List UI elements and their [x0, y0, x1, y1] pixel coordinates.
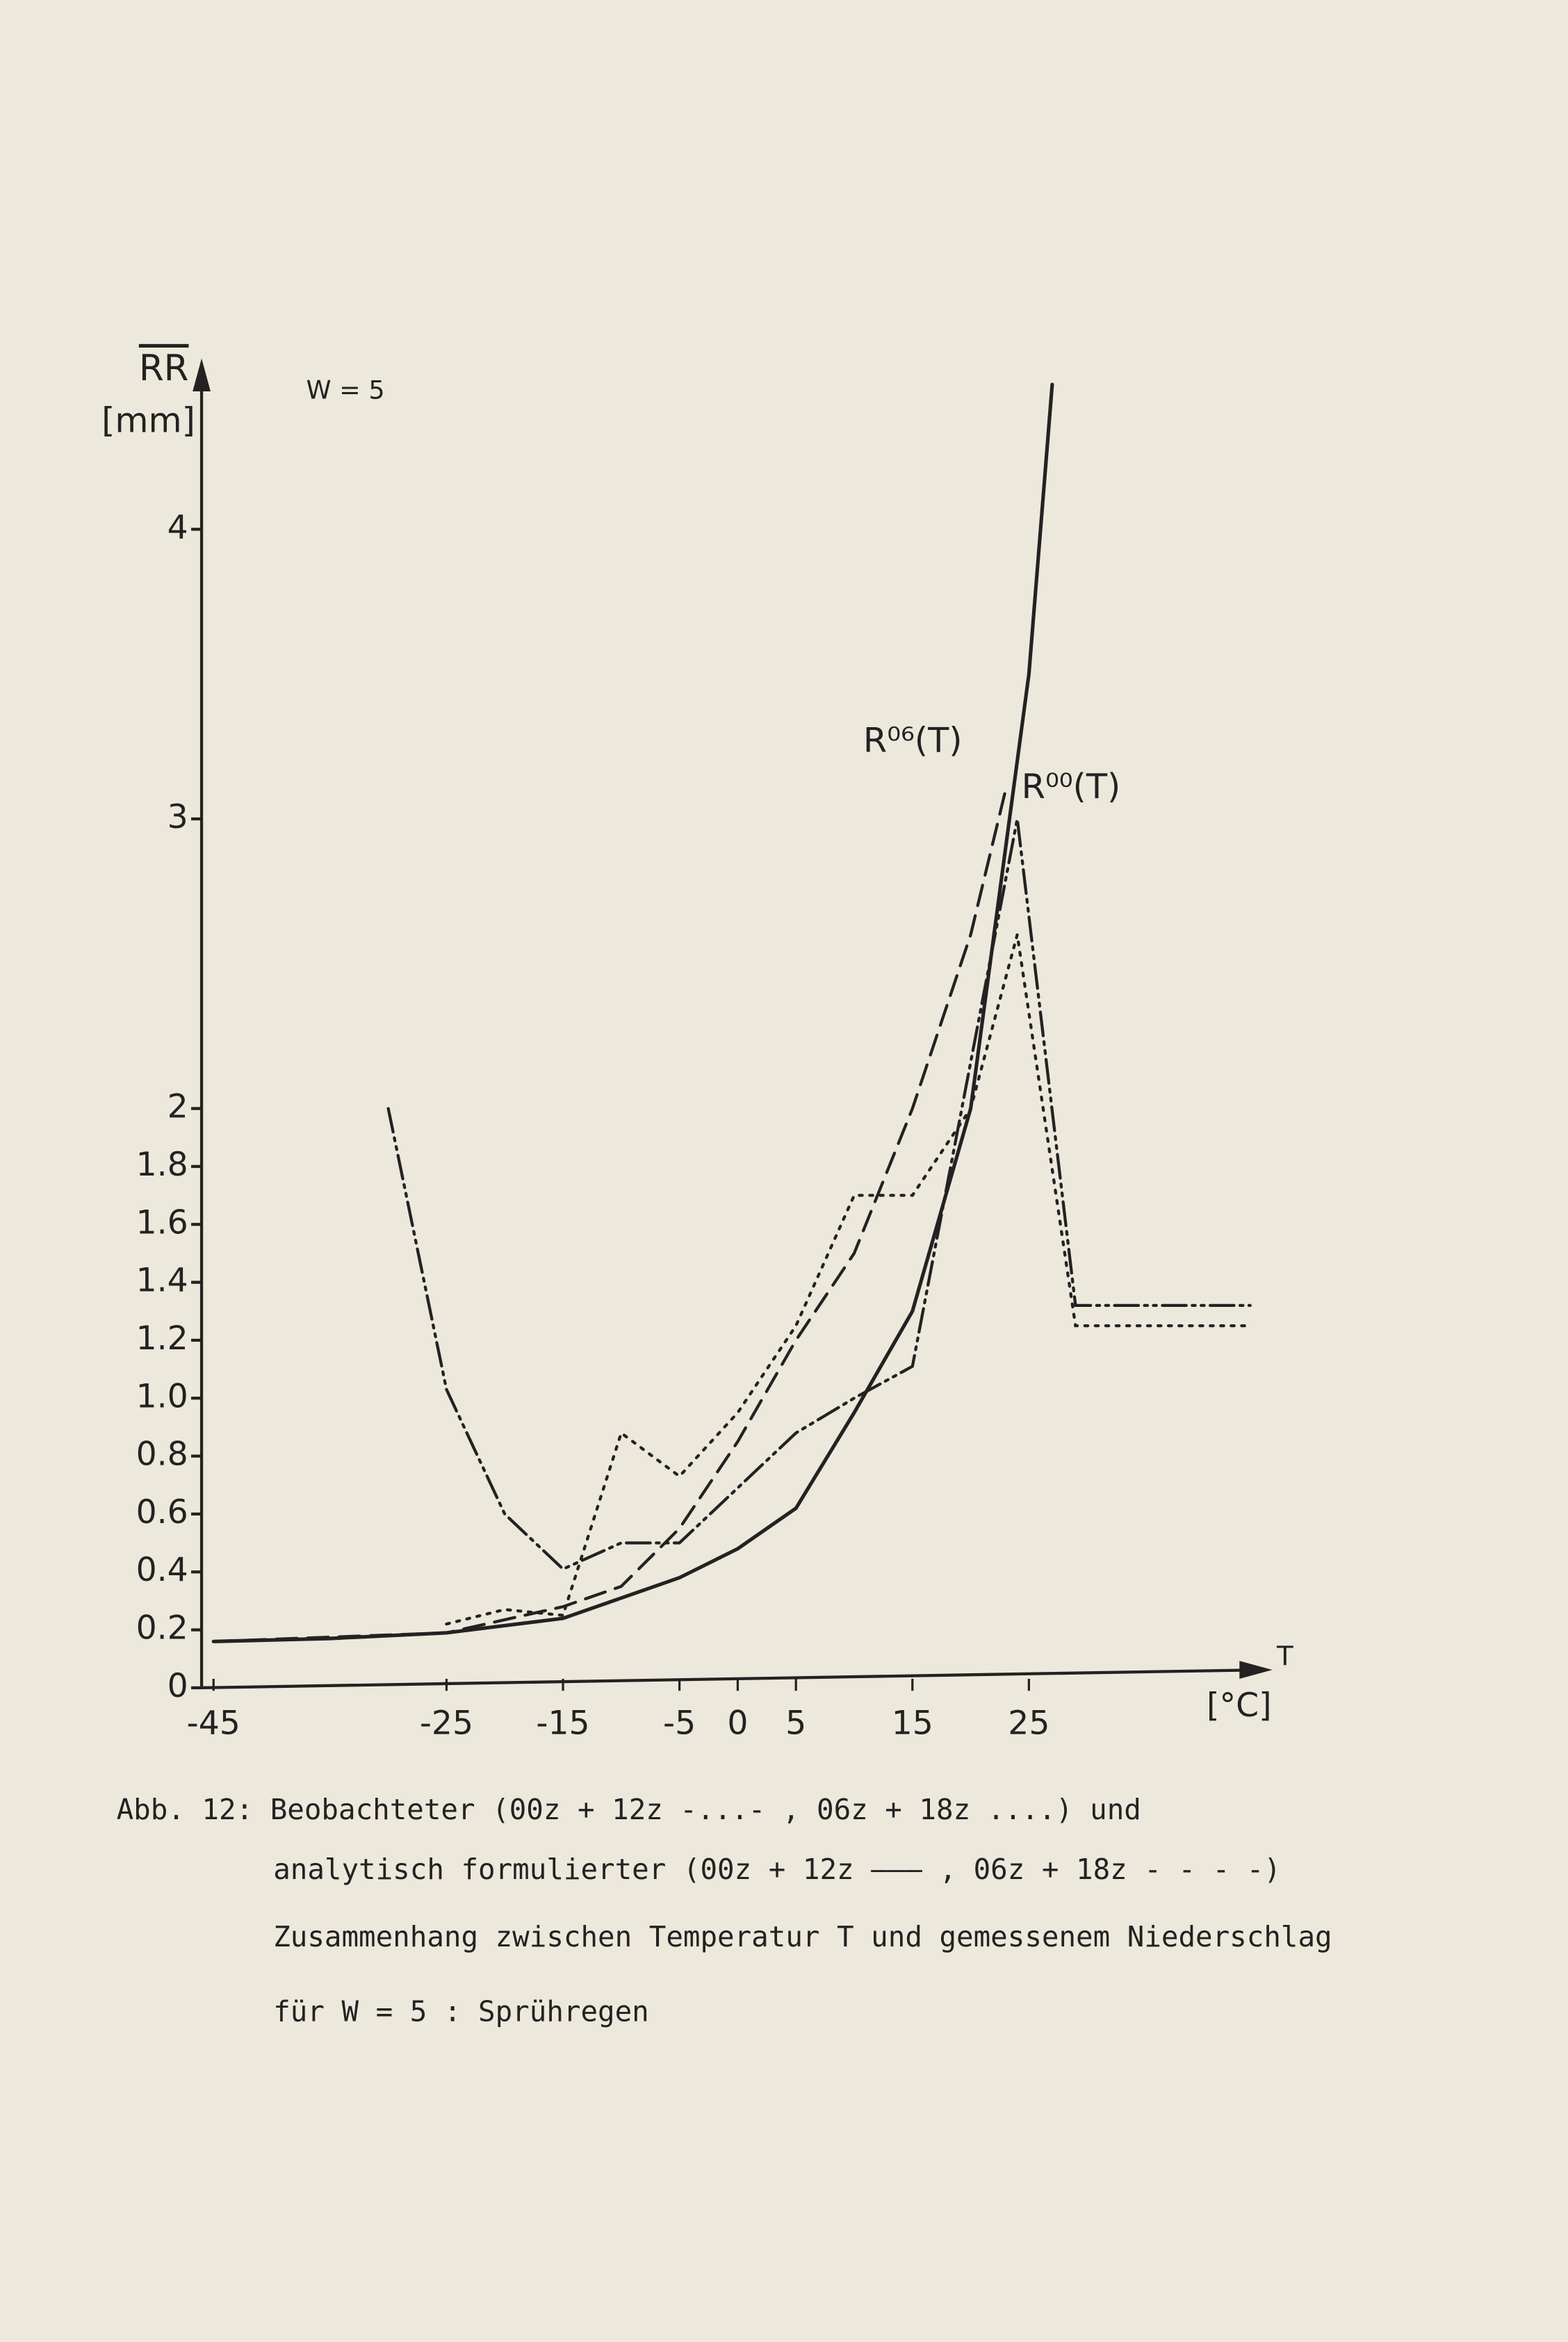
- x-tick-label: -25: [420, 1705, 473, 1743]
- series-line: [386, 818, 1252, 1571]
- x-tick-label: -45: [187, 1705, 240, 1743]
- y-tick-label: 3: [168, 798, 188, 836]
- x-axis: [202, 1668, 1262, 1690]
- x-tick-label: -5: [663, 1705, 696, 1743]
- curve-label: R⁰⁰(T): [1022, 766, 1121, 806]
- caption-line: Abb. 12: Beobachteter (00z + 12z -...- ,…: [117, 1793, 1141, 1826]
- series-line: [211, 382, 1054, 1643]
- y-label: RR: [139, 348, 189, 389]
- curve-label: R⁰⁶(T): [863, 719, 963, 760]
- caption-line: Zusammenhang zwischen Temperatur T und g…: [273, 1920, 1332, 1953]
- y-tick-label: 2: [168, 1088, 188, 1126]
- y-arrow: [193, 358, 211, 391]
- x-tick-label: 25: [1008, 1705, 1050, 1743]
- x-tick-label: 15: [892, 1705, 933, 1743]
- x-unit: [°C]: [1207, 1686, 1272, 1725]
- y-tick-label: 0.2: [136, 1609, 188, 1648]
- y-tick-label: 0: [168, 1667, 188, 1705]
- y-tick-label: 0.8: [136, 1436, 188, 1474]
- y-tick-label: 4: [168, 508, 188, 546]
- y-tick-label: 1.2: [136, 1319, 188, 1358]
- x-arrow: [1239, 1661, 1273, 1680]
- y-tick-label: 1.0: [136, 1377, 188, 1415]
- y-tick-label: 0.4: [136, 1551, 188, 1589]
- caption-line: analytisch formulierter (00z + 12z ——— ,…: [273, 1853, 1281, 1886]
- series-line: [445, 934, 1252, 1626]
- series-line: [212, 788, 1007, 1643]
- y-tick-label: 1.4: [136, 1262, 188, 1300]
- x-label: T: [1276, 1641, 1293, 1672]
- y-tick-label: 1.8: [136, 1146, 188, 1184]
- y-unit: [mm]: [101, 400, 195, 441]
- x-tick-label: 5: [785, 1705, 806, 1743]
- annotation: W = 5: [306, 375, 384, 405]
- x-tick-label: 0: [727, 1705, 748, 1743]
- y-tick-label: 1.6: [136, 1203, 188, 1242]
- x-tick-label: -15: [536, 1705, 589, 1743]
- caption-line: für W = 5 : Sprühregen: [273, 1994, 649, 2028]
- y-tick-label: 0.6: [136, 1493, 188, 1531]
